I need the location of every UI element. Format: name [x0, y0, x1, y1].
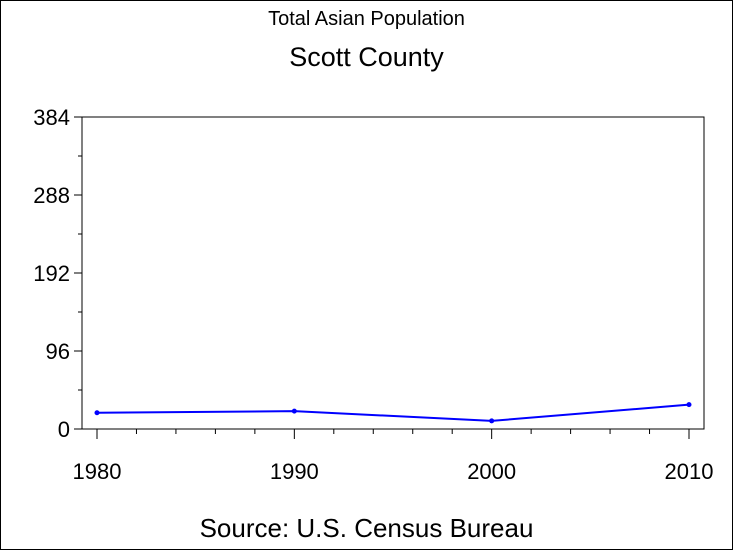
x-tick-label: 1990 — [270, 459, 319, 484]
data-point — [291, 408, 297, 414]
y-tick-label: 288 — [33, 183, 70, 208]
x-tick-label: 1980 — [73, 459, 122, 484]
data-point — [94, 410, 100, 416]
plot-area-border — [81, 116, 705, 430]
y-tick-label: 192 — [33, 261, 70, 286]
data-point — [489, 418, 495, 424]
chart-title: Total Asian Population — [268, 8, 465, 30]
x-tick-label: 2000 — [467, 459, 516, 484]
data-point — [686, 402, 692, 408]
y-tick-label: 0 — [58, 417, 70, 442]
chart-subtitle: Scott County — [289, 42, 444, 72]
chart-source: Source: U.S. Census Bureau — [199, 513, 534, 543]
series-marks — [94, 402, 692, 424]
x-tick-label: 2010 — [665, 459, 714, 484]
y-tick-label: 96 — [46, 339, 70, 364]
y-tick-label: 384 — [33, 105, 70, 130]
series-line — [96, 403, 690, 422]
axes: 0 96 192 288 384 1980 1990 2000 2010 — [33, 105, 713, 484]
